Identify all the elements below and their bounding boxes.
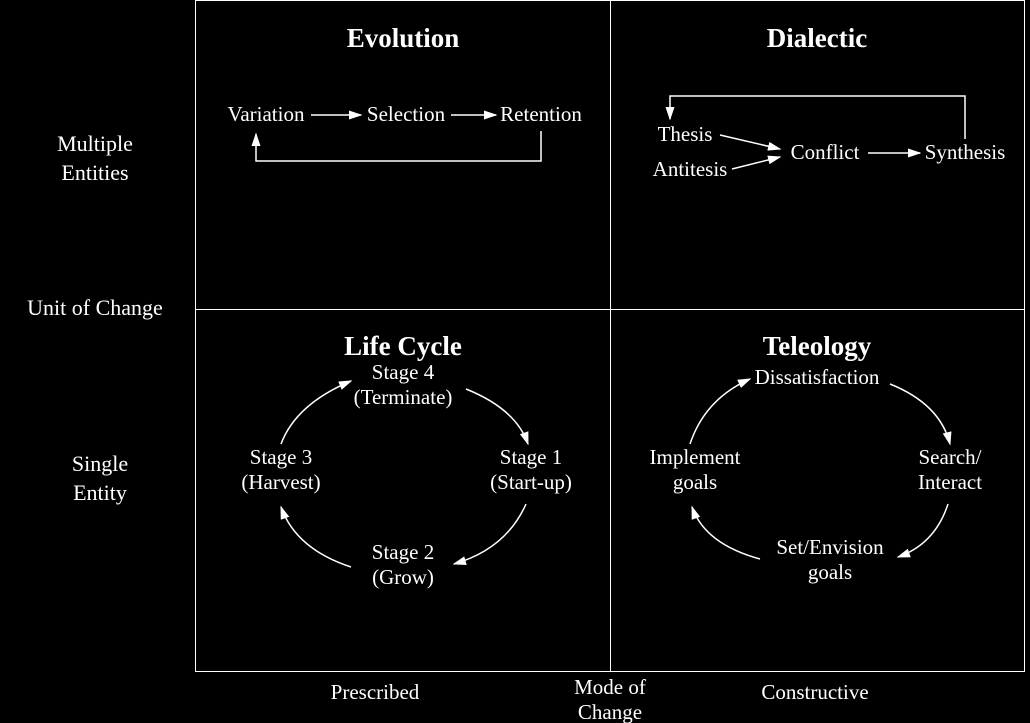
teleology-impl-line1: Implement bbox=[650, 445, 741, 469]
x-axis-right-label: Constructive bbox=[740, 680, 890, 705]
teleology-dissat: Dissatisfaction bbox=[755, 365, 880, 389]
teleology-set-line1: Set/Envision bbox=[776, 535, 884, 559]
evolution-diagram: Variation Selection Retention bbox=[196, 1, 611, 261]
teleology-search-line1: Search/ bbox=[919, 445, 982, 469]
arrow-icon bbox=[732, 157, 780, 169]
evolution-stage-retention: Retention bbox=[500, 102, 582, 126]
curve-arrow-icon bbox=[281, 507, 351, 567]
y-axis-top-label: MultipleEntities bbox=[45, 130, 145, 187]
lifecycle-stage3-line1: Stage 3 bbox=[250, 445, 312, 469]
lifecycle-stage3-line2: (Harvest) bbox=[241, 470, 320, 494]
teleology-set-line2: goals bbox=[808, 560, 852, 584]
arrow-icon bbox=[720, 135, 780, 149]
curve-arrow-icon bbox=[898, 504, 948, 557]
curve-arrow-icon bbox=[890, 384, 950, 444]
loop-arrow-icon bbox=[670, 96, 965, 139]
dialectic-thesis: Thesis bbox=[658, 122, 713, 146]
curve-arrow-icon bbox=[692, 507, 760, 559]
dialectic-antithesis: Antitesis bbox=[653, 157, 728, 181]
loop-arrow-icon bbox=[256, 131, 541, 161]
teleology-search-line2: Interact bbox=[918, 470, 982, 494]
dialectic-diagram: Thesis Antitesis Conflict Synthesis bbox=[610, 1, 1025, 261]
curve-arrow-icon bbox=[690, 379, 750, 444]
quadrant-dialectic: Dialectic Thesis Antitesis Conflict Synt… bbox=[610, 1, 1024, 309]
curve-arrow-icon bbox=[454, 504, 526, 564]
teleology-impl-line2: goals bbox=[673, 470, 717, 494]
curve-arrow-icon bbox=[466, 389, 528, 444]
quadrant-lifecycle: Life Cycle Stage 4 (Terminate) Stage 1 (… bbox=[196, 309, 610, 671]
x-axis-left-label: Prescribed bbox=[300, 680, 450, 705]
evolution-stage-variation: Variation bbox=[228, 102, 305, 126]
lifecycle-stage1-line1: Stage 1 bbox=[500, 445, 562, 469]
teleology-diagram: Dissatisfaction Search/ Interact Set/Env… bbox=[610, 309, 1025, 629]
lifecycle-stage2-line1: Stage 2 bbox=[372, 540, 434, 564]
diagram-container: Unit of Change MultipleEntities SingleEn… bbox=[0, 0, 1030, 723]
evolution-stage-selection: Selection bbox=[367, 102, 446, 126]
curve-arrow-icon bbox=[281, 381, 351, 444]
y-axis-bottom-label: SingleEntity bbox=[55, 450, 145, 507]
quadrant-grid: Evolution Variation Selection Retention … bbox=[195, 0, 1025, 672]
lifecycle-diagram: Stage 4 (Terminate) Stage 1 (Start-up) S… bbox=[196, 309, 611, 629]
dialectic-synthesis: Synthesis bbox=[925, 140, 1006, 164]
lifecycle-stage1-line2: (Start-up) bbox=[490, 470, 572, 494]
y-axis-title: Unit of Change bbox=[0, 295, 190, 321]
quadrant-evolution: Evolution Variation Selection Retention bbox=[196, 1, 610, 309]
quadrant-teleology: Teleology Dissatisfaction Search/ Intera… bbox=[610, 309, 1024, 671]
dialectic-conflict: Conflict bbox=[791, 140, 860, 164]
lifecycle-stage4-line2: (Terminate) bbox=[354, 385, 453, 409]
lifecycle-stage4-line1: Stage 4 bbox=[372, 360, 435, 384]
x-axis-title: Mode ofChange bbox=[550, 675, 670, 723]
lifecycle-stage2-line2: (Grow) bbox=[372, 565, 434, 589]
